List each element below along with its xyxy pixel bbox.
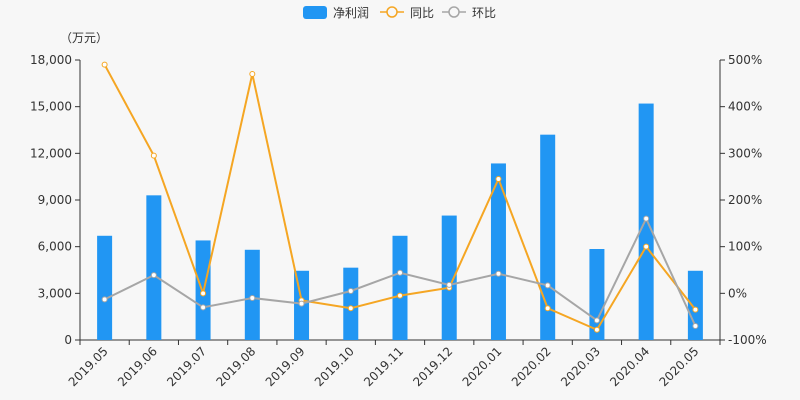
left-axis-tick-label: 3,000 <box>38 286 72 300</box>
series-0-point-2020.05 <box>692 306 699 313</box>
legend-swatch-marker-1 <box>386 6 398 18</box>
series-1-point-2020.05 <box>692 323 699 329</box>
x-tick-label-2019.08: 2019.08 <box>213 344 258 389</box>
bar-2020.01 <box>490 163 506 340</box>
series-0-point-2020.03 <box>593 326 600 333</box>
legend-swatch-bar <box>303 6 327 19</box>
bar-2020.05 <box>687 270 703 340</box>
left-axis-tick-label: 9,000 <box>38 193 72 207</box>
bar-2019.08 <box>244 249 260 340</box>
legend: 净利润 同比 环比 <box>303 6 496 20</box>
right-axis-tick-label: 300% <box>728 146 762 160</box>
bar-2020.03 <box>589 249 605 340</box>
series-1-point-2019.11 <box>397 269 403 276</box>
series-1-point-2020.03 <box>593 317 600 324</box>
legend-label-2: 环比 <box>472 6 496 20</box>
line-series <box>101 61 699 333</box>
x-tick-label-2020.03: 2020.03 <box>558 344 603 389</box>
left-axis-tick-label: 18,000 <box>30 53 72 67</box>
x-tick-label-2019.10: 2019.10 <box>312 344 357 389</box>
series-1-point-2019.09 <box>298 300 305 307</box>
right-axis-tick-label: 200% <box>728 193 762 207</box>
bar-2019.11 <box>392 235 408 340</box>
x-tick-label-2019.05: 2019.05 <box>66 344 111 389</box>
right-axis-tick-label: 400% <box>728 100 762 114</box>
series-0-point-2019.10 <box>347 305 354 312</box>
right-axis-tick-label: 0% <box>728 286 747 300</box>
bar-2019.05 <box>97 235 113 340</box>
x-tick-label-2020.02: 2020.02 <box>509 344 554 389</box>
series-1-point-2020.02 <box>544 282 551 289</box>
series-1-point-2019.07 <box>200 304 207 311</box>
legend-label-0: 净利润 <box>333 6 369 20</box>
legend-swatch-marker-2 <box>448 6 460 18</box>
series-1-point-2019.06 <box>150 272 157 279</box>
left-axis-tick-label: 15,000 <box>30 100 72 114</box>
left-axis-tick-label: 12,000 <box>30 146 72 160</box>
bar-2019.06 <box>146 195 162 340</box>
bar-2020.04 <box>638 103 654 340</box>
series-0-point-2020.02 <box>544 305 551 312</box>
series-1-point-2019.05 <box>101 296 108 303</box>
series-1-point-2020.01 <box>495 270 502 277</box>
bar-2019.10 <box>343 267 359 340</box>
series-1-point-2019.12 <box>446 281 453 288</box>
x-tick-label-2019.07: 2019.07 <box>164 344 209 389</box>
series-0-point-2019.08 <box>249 71 256 77</box>
x-tick-label-2019.11: 2019.11 <box>361 344 406 389</box>
series-0-point-2020.04 <box>643 243 650 250</box>
series-1-point-2020.04 <box>643 215 650 222</box>
series-1-point-2019.08 <box>249 295 256 301</box>
series-0-point-2019.05 <box>101 61 108 68</box>
axes: 0 3,000 6,000 9,000 12,000 15,000 18,000 -100% 0… <box>30 53 767 347</box>
bar-2019.12 <box>441 215 457 340</box>
x-tick-label-2019.09: 2019.09 <box>263 344 308 389</box>
series-0-point-2019.06 <box>150 152 157 159</box>
series-0-point-2020.01 <box>495 176 502 182</box>
x-tick-label-2020.05: 2020.05 <box>657 344 702 389</box>
x-tick-label-2019.12: 2019.12 <box>410 344 455 389</box>
right-axis-tick-label: 100% <box>728 240 762 254</box>
series-0-point-2019.11 <box>397 292 403 299</box>
right-axis-tick-label: 500% <box>728 53 762 67</box>
bar-series <box>97 103 703 340</box>
left-axis-tick-label: 0 <box>64 333 72 347</box>
x-tick-label-2020.04: 2020.04 <box>607 344 652 389</box>
series-0-point-2019.07 <box>200 290 207 297</box>
right-axis-tick-label: -100% <box>728 333 767 347</box>
series-1-point-2019.10 <box>347 288 354 294</box>
left-axis-tick-label: 6,000 <box>38 240 72 254</box>
x-axis-tick-labels: 2019.05 2019.06 2019.07 2019.08 2019.09 2019.… <box>66 344 702 389</box>
left-axis-unit-label: （万元） <box>60 31 108 45</box>
x-tick-label-2020.01: 2020.01 <box>460 344 505 389</box>
x-tick-label-2019.06: 2019.06 <box>115 344 160 389</box>
legend-label-1: 同比 <box>410 6 434 20</box>
